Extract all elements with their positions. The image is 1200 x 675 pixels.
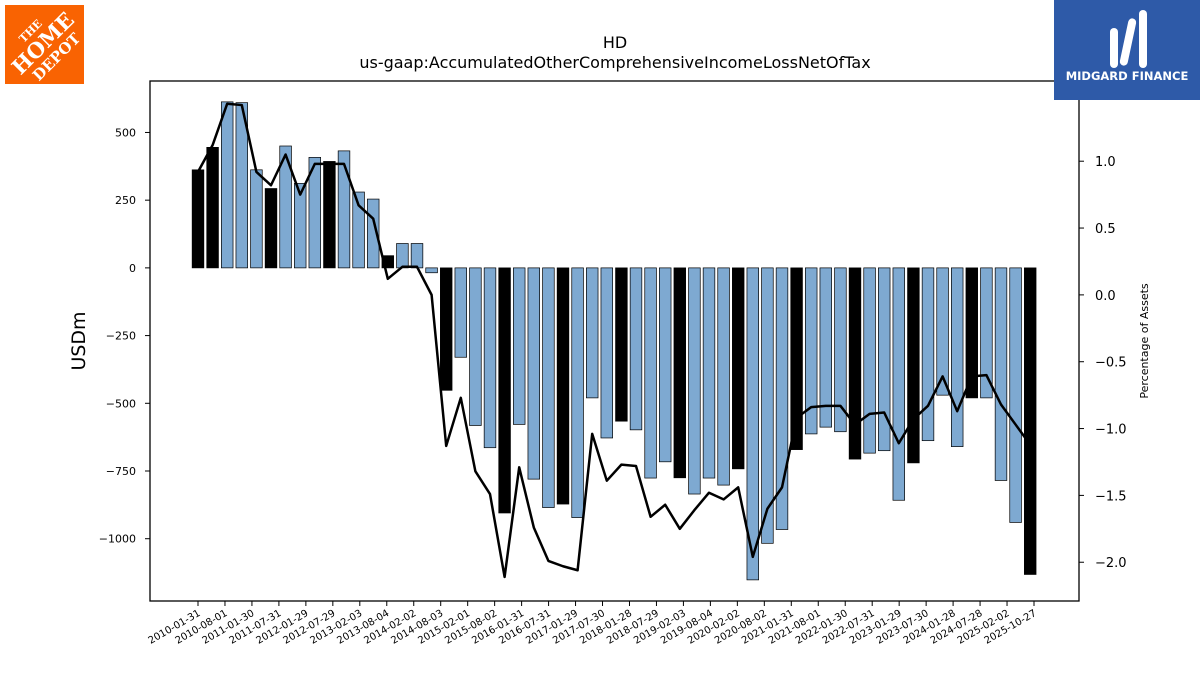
bar: [644, 267, 657, 479]
bar: [790, 267, 803, 450]
bar: [513, 267, 526, 425]
bar: [381, 255, 394, 269]
y2-axis-label: Percentage of Assets: [1138, 283, 1151, 399]
bar: [673, 267, 686, 479]
bar: [1024, 267, 1037, 575]
home-depot-logo: THE HOME DEPOT: [5, 5, 85, 85]
bar: [1009, 267, 1022, 523]
bar: [892, 267, 905, 501]
bar: [907, 267, 920, 464]
bar: [863, 267, 876, 454]
bar: [498, 267, 511, 514]
bar: [746, 267, 759, 581]
bar: [483, 267, 497, 449]
bar: [732, 267, 745, 470]
bar: [965, 267, 978, 399]
midgard-finance-logo: MIDGARD FINANCE: [1054, 0, 1200, 100]
y2-tick-label: −0.5: [1095, 356, 1127, 371]
bar: [294, 183, 307, 269]
bar: [761, 267, 774, 544]
bar: [600, 267, 613, 439]
chart-subtitle: us-gaap:AccumulatedOtherComprehensiveInc…: [359, 53, 870, 72]
bar: [542, 267, 555, 508]
midgard-finance-text: MIDGARD FINANCE: [1065, 69, 1189, 83]
percentage-line: [196, 102, 1032, 579]
y-tick-label: −500: [106, 397, 136, 410]
bar: [469, 267, 482, 426]
bar: [819, 267, 832, 428]
bar: [206, 147, 219, 269]
bar: [834, 267, 847, 433]
bar: [308, 157, 321, 269]
bar: [367, 198, 380, 269]
bar: [454, 267, 467, 358]
bar: [410, 243, 424, 269]
y2-tick-label: −1.5: [1095, 489, 1127, 504]
bar: [527, 267, 540, 480]
y-tick-label: −750: [106, 465, 136, 478]
y2-tick-label: 0.0: [1095, 289, 1116, 304]
bar: [615, 267, 628, 422]
bar: [921, 267, 935, 442]
bar: [994, 267, 1008, 481]
bar: [936, 267, 949, 396]
bar: [425, 267, 438, 274]
bar: [235, 102, 248, 269]
bar: [586, 267, 599, 399]
bar: [556, 267, 570, 505]
bar: [352, 191, 365, 269]
bar: [629, 267, 643, 431]
y-tick-label: 0: [129, 262, 136, 275]
y-tick-label: −250: [106, 330, 136, 343]
y-tick-label: 500: [115, 126, 136, 139]
bar: [951, 267, 964, 447]
bar: [717, 267, 730, 486]
bar: [396, 243, 409, 269]
y-tick-label: 250: [115, 194, 136, 207]
y2-tick-label: 1.0: [1095, 155, 1116, 170]
bar: [571, 267, 584, 518]
bar: [250, 169, 263, 269]
bar: [805, 267, 818, 435]
bar: [702, 267, 716, 479]
bar: [323, 161, 336, 269]
y-axis-label: USDm: [68, 311, 90, 370]
bar: [191, 169, 205, 269]
bar: [337, 150, 351, 269]
bar: [775, 267, 789, 530]
bar: [980, 267, 993, 399]
bar: [279, 145, 292, 269]
bar: [221, 101, 234, 269]
y2-tick-label: −2.0: [1095, 556, 1127, 571]
bar: [264, 188, 278, 269]
plot-frame: [149, 80, 1080, 602]
y2-tick-label: −1.0: [1095, 423, 1127, 438]
bar: [848, 267, 862, 460]
y2-tick-label: 0.5: [1095, 222, 1116, 237]
bar: [440, 267, 453, 391]
bar: [659, 267, 672, 463]
chart-title: HD: [603, 33, 627, 52]
bar: [878, 267, 891, 452]
bar: [688, 267, 701, 495]
y-tick-label: −1000: [99, 533, 136, 546]
